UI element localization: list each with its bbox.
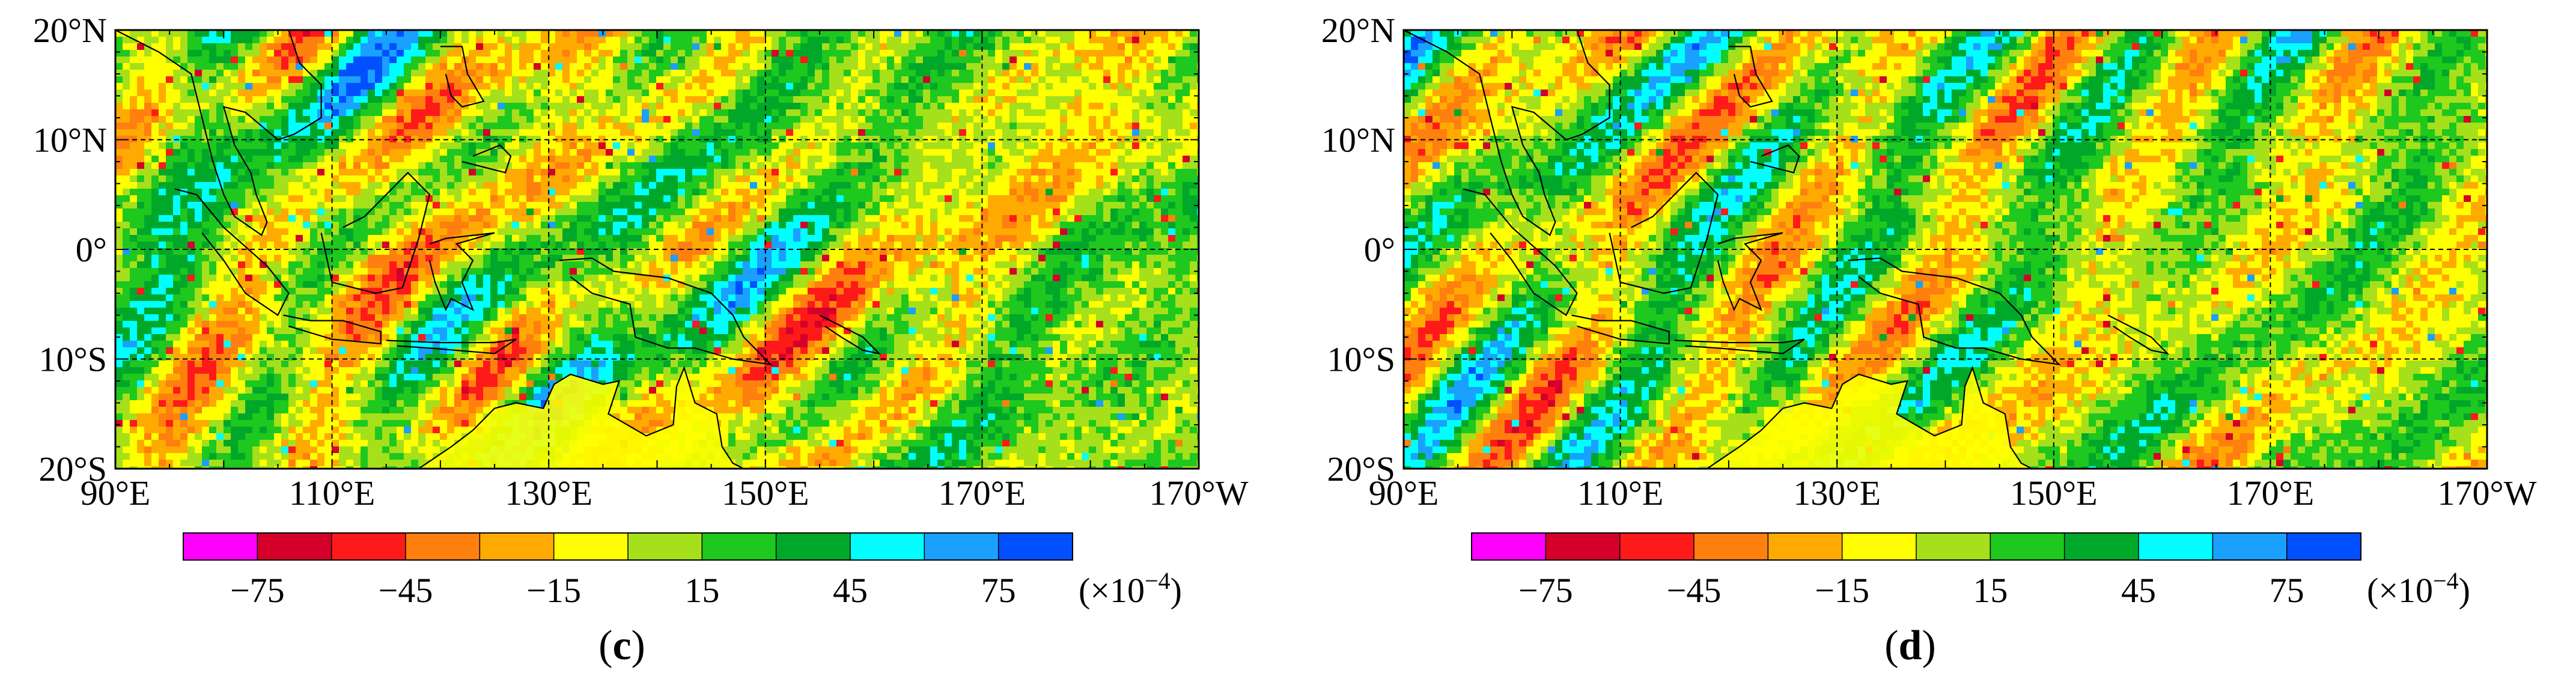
colorbar [1471, 532, 2361, 561]
colorbar-tick-label: 75 [2270, 571, 2304, 610]
lon-label: 170°E [2227, 473, 2315, 513]
colorbar-swatch [1694, 533, 1768, 560]
colorbar-tick-label: −15 [1815, 571, 1869, 610]
colorbar-swatch [553, 533, 629, 560]
map-area [1404, 30, 2487, 469]
colorbar-unit-label: (×10−4) [1079, 567, 1182, 610]
lat-label: 10°N [33, 121, 107, 160]
colorbar-swatch [850, 533, 925, 560]
lon-label: 90°E [1369, 473, 1439, 513]
map-area [115, 30, 1199, 469]
colorbar-swatch [1619, 533, 1694, 560]
colorbar-swatch [1916, 533, 1991, 560]
colorbar-swatch [406, 533, 480, 560]
lat-label: 20°N [1321, 11, 1395, 50]
panel-label: (c) [562, 622, 682, 670]
lon-labels: 90°E 110°E 130°E 150°E 170°E 170°W [1369, 473, 2537, 513]
colorbar-swatch [702, 533, 777, 560]
colorbar-swatch [2286, 533, 2361, 560]
colorbar-tick-labels: −75 −45 −15 15 45 75 [1518, 571, 2304, 610]
panel-d-svg: 20°N 10°N 0° 10°S 20°S 90°E 110°E 130°E … [1321, 11, 2537, 610]
colorbar-swatch [1990, 533, 2065, 560]
panel-d: 20°N 10°N 0° 10°S 20°S 90°E 110°E 130°E … [1288, 0, 2576, 691]
lon-label: 110°E [289, 473, 375, 513]
panel-label: (d) [1850, 622, 1970, 670]
colorbar-swatch [1842, 533, 1917, 560]
lon-label: 90°E [81, 473, 151, 513]
colorbar-swatch [1545, 533, 1621, 560]
lon-label: 130°E [505, 473, 592, 513]
colorbar-swatch [1472, 533, 1546, 560]
panel-c-svg: 20°N 10°N 0° 10°S 20°S 90°E 110°E 130°E … [33, 11, 1249, 610]
lat-label: 20°N [33, 11, 107, 50]
lat-label: 10°S [39, 340, 107, 379]
colorbar-swatch [2212, 533, 2288, 560]
lat-label: 20°S [39, 449, 107, 489]
colorbar-swatch [257, 533, 332, 560]
lat-label: 10°S [1327, 340, 1395, 379]
colorbar-tick-label: 75 [981, 571, 1016, 610]
colorbar-swatch [331, 533, 406, 560]
gridlines [115, 30, 1199, 469]
colorbar-tick-label: 15 [1973, 571, 2008, 610]
colorbar-tick-label: 45 [833, 571, 868, 610]
coastlines [1403, 29, 2170, 470]
colorbar-unit-label: (×10−4) [2367, 567, 2470, 610]
colorbar-tick-label: −75 [1518, 571, 1573, 610]
colorbar-tick-label: −45 [1667, 571, 1722, 610]
colorbar-tick-label: −75 [230, 571, 285, 610]
colorbar-swatch [776, 533, 851, 560]
colorbar-swatch [480, 533, 555, 560]
colorbar [183, 532, 1073, 561]
coastlines [115, 29, 882, 470]
colorbar-swatch [628, 533, 702, 560]
lon-label: 150°E [722, 473, 809, 513]
lon-label: 170°W [2438, 473, 2537, 513]
lat-label: 10°N [1321, 121, 1395, 160]
lat-label: 20°S [1327, 449, 1395, 489]
colorbar-swatch [2139, 533, 2213, 560]
colorbar-tick-label: 45 [2121, 571, 2156, 610]
axis-ticks [115, 29, 1199, 469]
lon-label: 150°E [2010, 473, 2098, 513]
colorbar-tick-label: −15 [526, 571, 581, 610]
colorbar-tick-label: −45 [379, 571, 433, 610]
lon-labels: 90°E 110°E 130°E 150°E 170°E 170°W [81, 473, 1249, 513]
lat-labels: 20°N 10°N 0° 10°S 20°S [1321, 11, 1395, 489]
colorbar-tick-label: 15 [684, 571, 719, 610]
lon-label: 170°W [1149, 473, 1249, 513]
colorbar-swatch [1768, 533, 1843, 560]
lat-labels: 20°N 10°N 0° 10°S 20°S [33, 11, 107, 489]
colorbar-swatch [2064, 533, 2139, 560]
colorbar-swatch [183, 533, 258, 560]
axis-ticks [1403, 29, 2488, 469]
panel-c: 20°N 10°N 0° 10°S 20°S 90°E 110°E 130°E … [33, 11, 1249, 670]
lon-label: 170°E [939, 473, 1026, 513]
lon-label: 130°E [1793, 473, 1881, 513]
colorbar-tick-labels: −75 −45 −15 15 45 75 [230, 571, 1016, 610]
lat-label: 0° [1364, 230, 1395, 269]
lat-label: 0° [76, 230, 107, 269]
colorbar-swatch [998, 533, 1073, 560]
lon-label: 110°E [1577, 473, 1663, 513]
colorbar-swatch [924, 533, 999, 560]
